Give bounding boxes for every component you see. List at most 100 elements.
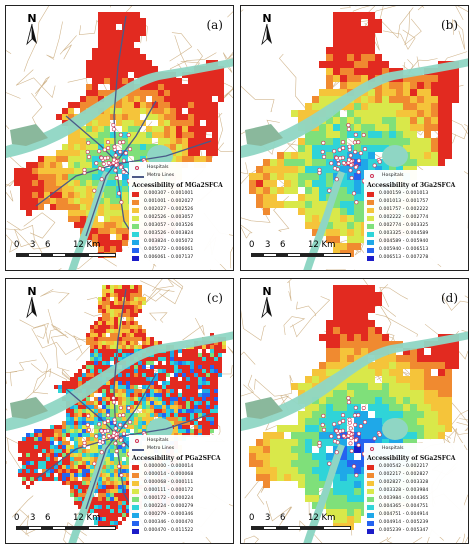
- grid-cell: [354, 117, 361, 124]
- grid-cell: [210, 353, 214, 357]
- grid-cell: [347, 131, 354, 138]
- grid-cell: [270, 432, 277, 439]
- grid-cell: [389, 355, 396, 362]
- grid-cell: [110, 18, 116, 24]
- legend-class: 0.000159 - 0.001013: [367, 190, 461, 198]
- grid-cell: [26, 449, 30, 453]
- grid-cell: [122, 513, 126, 517]
- legend-swatch: [132, 239, 139, 245]
- grid-cell: [98, 389, 102, 393]
- grid-cell: [312, 488, 319, 495]
- grid-cell: [98, 413, 102, 417]
- grid-cell: [361, 33, 368, 40]
- grid-cell: [114, 329, 118, 333]
- grid-cell: [319, 453, 326, 460]
- grid-cell: [218, 353, 222, 357]
- grid-cell: [170, 108, 176, 114]
- grid-cell: [74, 210, 80, 216]
- grid-cell: [122, 102, 128, 108]
- grid-cell: [134, 126, 140, 132]
- grid-cell: [305, 180, 312, 187]
- grid-cell: [110, 345, 114, 349]
- grid-cell: [114, 289, 118, 293]
- grid-cell: [333, 208, 340, 215]
- grid-cell: [74, 409, 78, 413]
- grid-cell: [154, 397, 158, 401]
- grid-cell: [122, 120, 128, 126]
- grid-cell: [158, 389, 162, 393]
- grid-cell: [178, 413, 182, 417]
- grid-cell: [298, 460, 305, 467]
- grid-cell: [202, 353, 206, 357]
- grid-cell: [102, 321, 106, 325]
- grid-cell: [410, 75, 417, 82]
- grid-cell: [42, 429, 46, 433]
- grid-cell: [82, 449, 86, 453]
- grid-cell: [319, 103, 326, 110]
- grid-cell: [424, 117, 431, 124]
- grid-cell: [410, 82, 417, 89]
- legend-class-label: 0.005072 - 0.006061: [144, 247, 194, 252]
- grid-cell: [424, 397, 431, 404]
- grid-cell: [431, 362, 438, 369]
- grid-cell: [86, 441, 90, 445]
- grid-cell: [66, 457, 70, 461]
- grid-cell: [74, 381, 78, 385]
- grid-cell: [74, 150, 80, 156]
- grid-cell: [130, 345, 134, 349]
- hospital-point: [353, 422, 358, 427]
- grid-cell: [347, 313, 354, 320]
- grid-cell: [62, 453, 66, 457]
- grid-cell: [170, 84, 176, 90]
- grid-cell: [206, 126, 212, 132]
- grid-cell: [312, 432, 319, 439]
- grid-cell: [347, 61, 354, 68]
- grid-cell: [122, 397, 126, 401]
- grid-cell: [182, 156, 188, 162]
- grid-cell: [186, 425, 190, 429]
- grid-cell: [178, 409, 182, 413]
- grid-cell: [20, 180, 26, 186]
- legend-hospitals: Hospitals: [367, 172, 461, 180]
- grid-cell: [102, 389, 106, 393]
- grid-cell: [389, 362, 396, 369]
- grid-cell: [122, 425, 126, 429]
- grid-cell: [122, 385, 126, 389]
- grid-cell: [417, 404, 424, 411]
- grid-cell: [182, 397, 186, 401]
- grid-cell: [218, 369, 222, 373]
- grid-cell: [118, 449, 122, 453]
- grid-cell: [114, 489, 118, 493]
- grid-cell: [375, 96, 382, 103]
- grid-cell: [182, 102, 188, 108]
- grid-cell: [158, 377, 162, 381]
- grid-cell: [270, 201, 277, 208]
- grid-cell: [347, 299, 354, 306]
- grid-cell: [410, 418, 417, 425]
- grid-cell: [333, 306, 340, 313]
- grid-cell: [114, 521, 118, 525]
- grid-cell: [347, 481, 354, 488]
- grid-cell: [70, 449, 74, 453]
- grid-cell: [319, 404, 326, 411]
- grid-cell: [94, 325, 98, 329]
- grid-cell: [134, 405, 138, 409]
- grid-cell: [86, 469, 90, 473]
- grid-cell: [98, 222, 104, 228]
- hospital-point: [353, 438, 358, 443]
- grid-cell: [126, 385, 130, 389]
- grid-cell: [182, 349, 186, 353]
- grid-cell: [361, 320, 368, 327]
- grid-cell: [319, 397, 326, 404]
- grid-cell: [106, 353, 110, 357]
- grid-cell: [202, 373, 206, 377]
- grid-cell: [452, 362, 459, 369]
- grid-cell: [368, 320, 375, 327]
- grid-cell: [26, 473, 30, 477]
- grid-cell: [256, 467, 263, 474]
- grid-cell: [319, 131, 326, 138]
- grid-cell: [354, 33, 361, 40]
- grid-cell: [150, 341, 154, 345]
- grid-cell: [340, 54, 347, 61]
- grid-cell: [438, 117, 445, 124]
